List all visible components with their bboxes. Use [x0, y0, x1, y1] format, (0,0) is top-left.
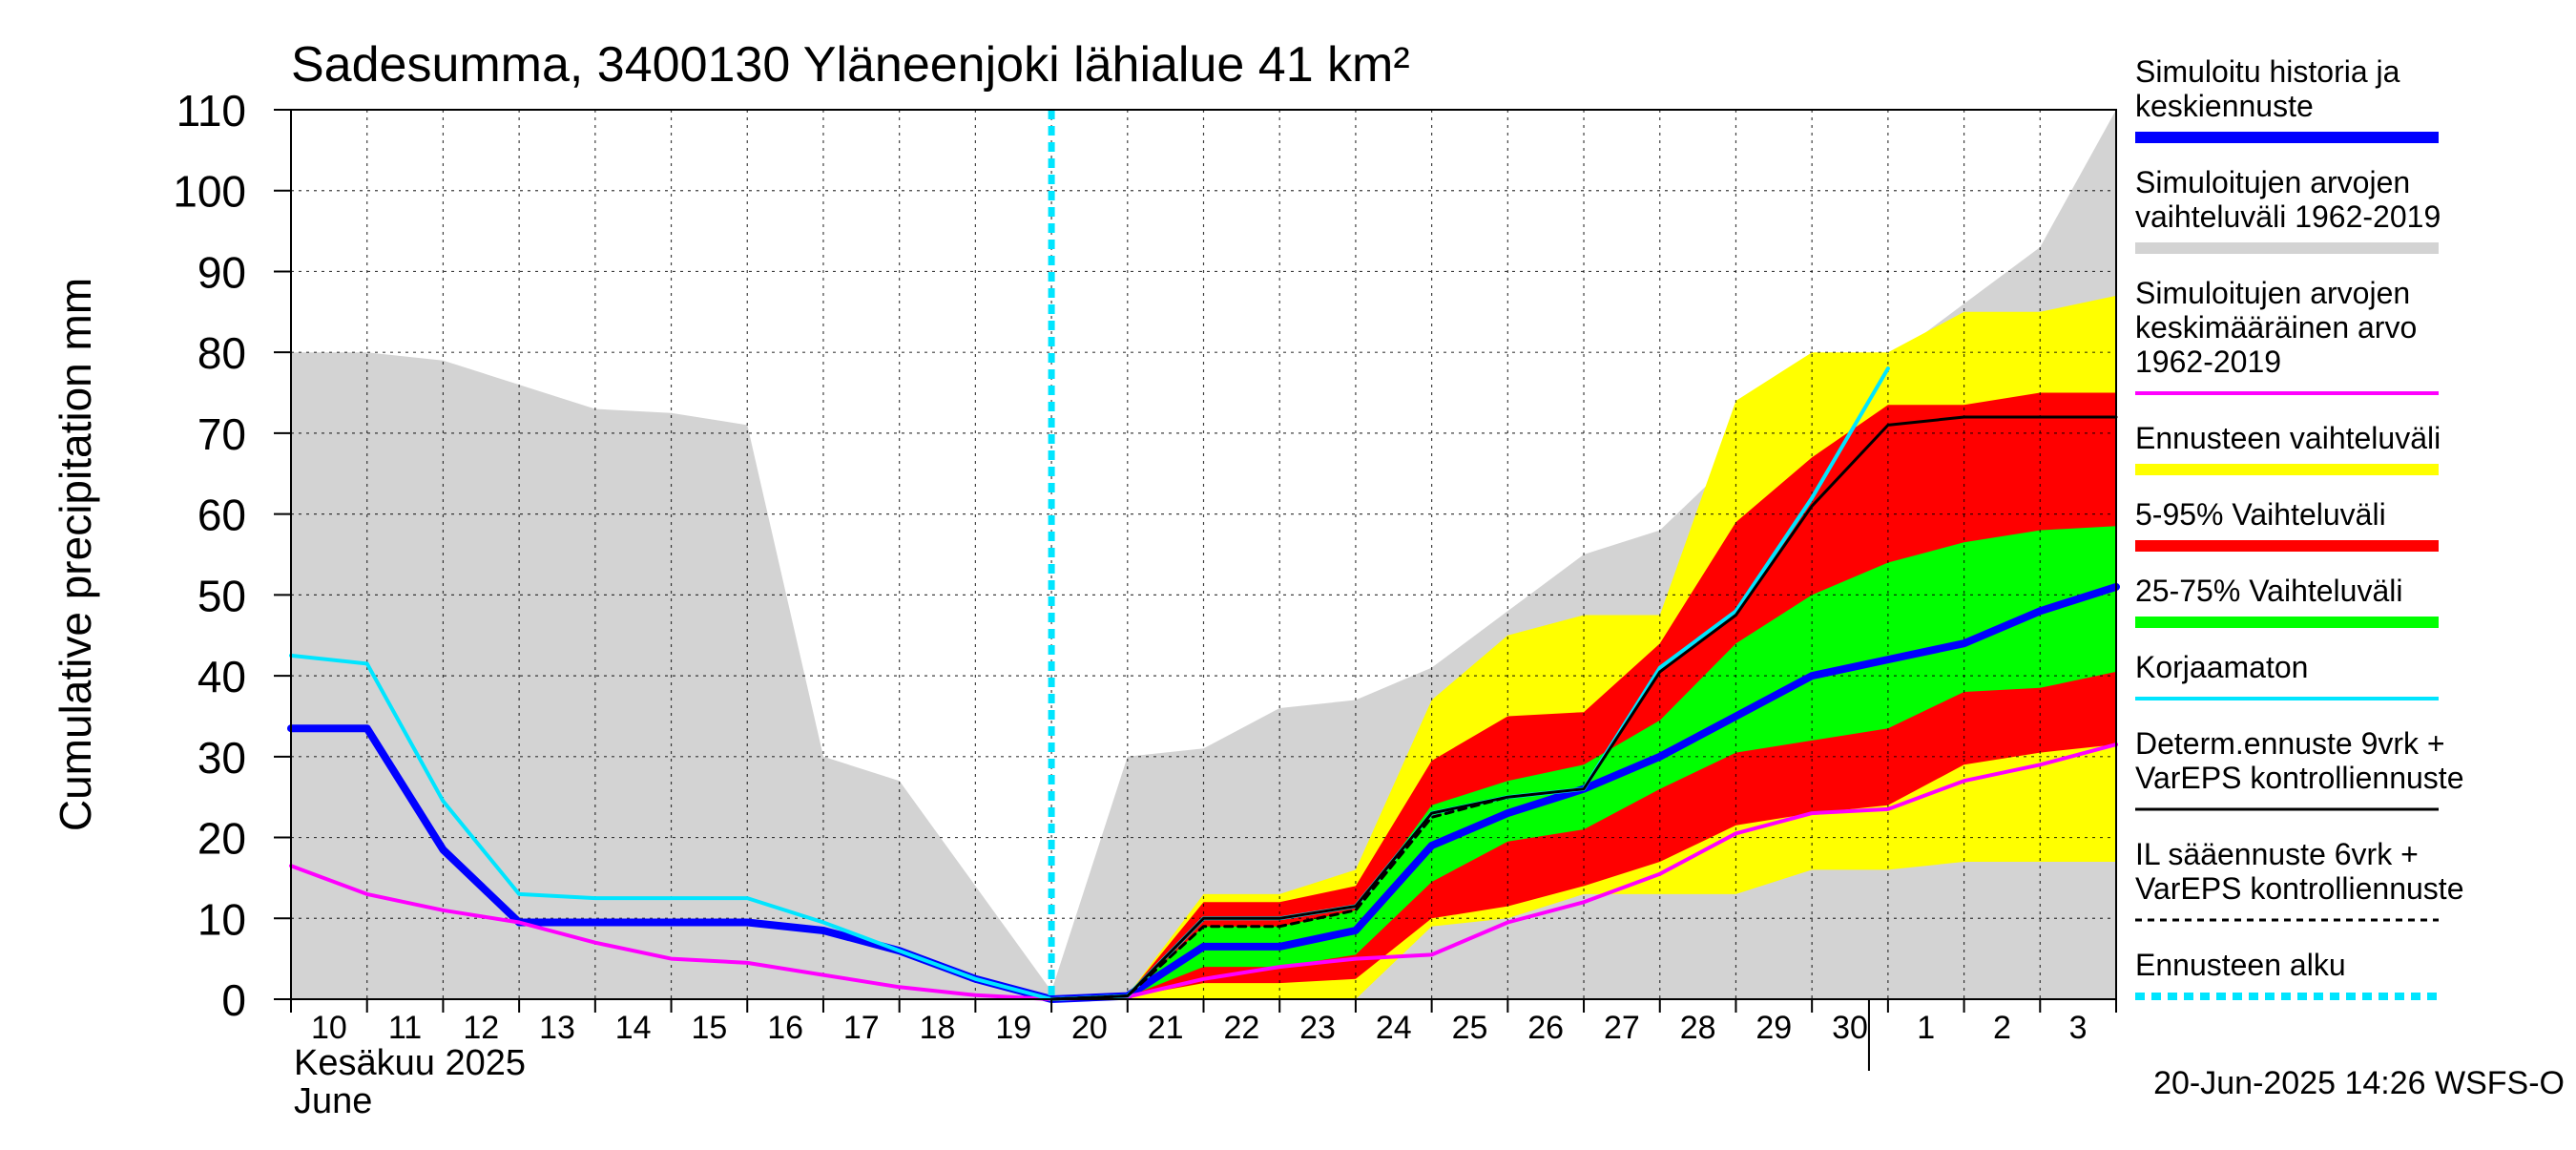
y-tick-label: 50 [197, 571, 246, 620]
grid-layer [291, 110, 2116, 999]
series-line-4 [1049, 795, 1509, 1001]
x-tick-label: 23 [1299, 1010, 1336, 1046]
legend-label: VarEPS kontrolliennuste [2135, 761, 2463, 795]
month-label-fi: Kesäkuu 2025 [294, 1043, 526, 1083]
frame-layer [274, 109, 2117, 1071]
y-tick-label: 70 [197, 409, 246, 459]
legend-label: keskiennuste [2135, 89, 2314, 123]
series-line-0 [287, 582, 2120, 1003]
y-tick-label: 10 [197, 894, 246, 944]
x-tick-label: 13 [539, 1010, 575, 1046]
x-tick-label: 30 [1832, 1010, 1868, 1046]
x-tick-label: 21 [1148, 1010, 1184, 1046]
x-tick-label: 2 [1993, 1010, 2011, 1046]
series-line-3 [1049, 415, 2118, 1001]
y-axis-label: Cumulative precipitation mm [51, 278, 100, 831]
x-tick-label: 22 [1223, 1010, 1259, 1046]
x-tick-label: 24 [1376, 1010, 1412, 1046]
legend-label: Simuloitujen arvojen [2135, 276, 2410, 310]
x-tick-label: 3 [2069, 1010, 2088, 1046]
legend-label: Ennusteen alku [2135, 948, 2346, 982]
y-tick-label: 80 [197, 328, 246, 378]
series-line-1 [289, 742, 2118, 1001]
x-tick-label: 18 [920, 1010, 956, 1046]
legend-label: Korjaamaton [2135, 650, 2308, 684]
legend-label: 1962-2019 [2135, 345, 2281, 379]
x-tick-label: 26 [1527, 1010, 1564, 1046]
y-tick-label: 60 [197, 491, 246, 540]
legend-label: keskimääräinen arvo [2135, 310, 2417, 345]
x-tick-label: 10 [311, 1010, 347, 1046]
x-tick-label: 19 [995, 1010, 1031, 1046]
p5-95-band [1127, 392, 2116, 997]
legend-label: Determ.ennuste 9vrk + [2135, 726, 2445, 761]
x-tick-label: 16 [767, 1010, 803, 1046]
y-tick-label: 100 [173, 167, 246, 217]
legend-label: 5-95% Vaihteluväli [2135, 497, 2386, 532]
x-tick-label: 25 [1452, 1010, 1488, 1046]
x-tick-label: 12 [463, 1010, 499, 1046]
legend-label: 25-75% Vaihteluväli [2135, 574, 2402, 608]
x-tick-label: 20 [1071, 1010, 1108, 1046]
y-tick-label: 110 [177, 86, 246, 136]
x-tick-label: 1 [1917, 1010, 1935, 1046]
p25-75-band [1127, 526, 2116, 997]
x-tick-label: 15 [691, 1010, 727, 1046]
legend-label: vaihteluväli 1962-2019 [2135, 199, 2441, 234]
month-label-en: June [294, 1081, 372, 1121]
y-tick-label: 40 [197, 652, 246, 701]
legend-label: Ennusteen vaihteluväli [2135, 421, 2441, 455]
legend-label: VarEPS kontrolliennuste [2135, 871, 2463, 906]
x-tick-label: 27 [1604, 1010, 1640, 1046]
y-tick-label: 0 [221, 975, 246, 1025]
y-tick-label: 30 [197, 733, 246, 783]
legend-label: Simuloitu historia ja [2135, 54, 2400, 89]
x-tick-label: 11 [388, 1010, 422, 1046]
x-tick-label: 29 [1755, 1010, 1792, 1046]
x-tick-label: 17 [843, 1010, 880, 1046]
chart-title: Sadesumma, 3400130 Yläneenjoki lähialue … [291, 37, 1410, 93]
legend-label: Simuloitujen arvojen [2135, 165, 2410, 199]
y-tick-label: 20 [197, 814, 246, 864]
text-layer: Sadesumma, 3400130 Yläneenjoki lähialue … [51, 37, 2565, 1121]
y-tick-label: 90 [197, 247, 246, 297]
x-tick-label: 28 [1680, 1010, 1716, 1046]
legend-label: IL sääennuste 6vrk + [2135, 837, 2419, 871]
x-tick-label: 14 [615, 1010, 652, 1046]
series-layer [287, 110, 2120, 1003]
footer-timestamp: 20-Jun-2025 14:26 WSFS-O [2153, 1065, 2565, 1101]
